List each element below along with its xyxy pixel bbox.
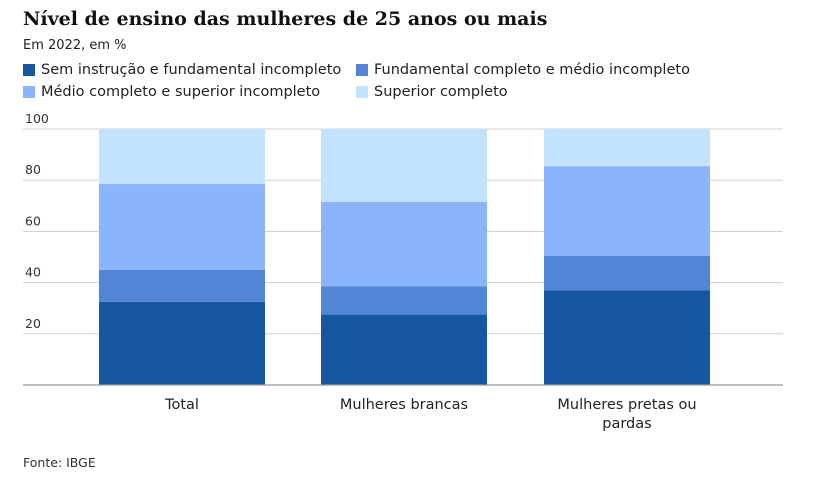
legend-item-medio-completo: Médio completo e superior incompleto — [23, 84, 356, 100]
source-note: Fonte: IBGE — [23, 455, 96, 470]
bar-segment-2-1 — [544, 255, 710, 291]
bar-segment-0-0 — [99, 301, 265, 385]
y-tick-label-100: 100 — [25, 111, 49, 126]
x-tick-label-0: Total — [164, 397, 199, 413]
x-tick-label-2-line-0: Mulheres pretas ou — [557, 397, 696, 413]
bar-segment-0-3 — [99, 129, 265, 185]
x-tick-label-2-line-1: pardas — [602, 416, 651, 432]
legend: Sem instrução e fundamental incompleto F… — [23, 59, 823, 103]
bar-segment-2-3 — [544, 129, 710, 167]
chart-title: Nível de ensino das mulheres de 25 anos … — [23, 8, 548, 30]
legend-item-superior-completo: Superior completo — [356, 84, 508, 100]
legend-swatch-sem-instrucao — [23, 64, 35, 76]
bar-segment-2-2 — [544, 166, 710, 256]
chart-subtitle: Em 2022, em % — [23, 38, 127, 53]
bar-segment-1-3 — [321, 129, 487, 202]
bar-segment-0-2 — [99, 184, 265, 270]
y-tick-label-80: 80 — [25, 162, 41, 177]
bar-segment-2-0 — [544, 290, 710, 385]
legend-swatch-medio-completo — [23, 86, 35, 98]
bar-segment-1-0 — [321, 314, 487, 385]
legend-swatch-fundamental-completo — [356, 64, 368, 76]
y-tick-label-20: 20 — [25, 316, 41, 331]
legend-label-sem-instrucao: Sem instrução e fundamental incompleto — [41, 62, 342, 78]
legend-item-fundamental-completo: Fundamental completo e médio incompleto — [356, 62, 690, 78]
y-tick-label-60: 60 — [25, 213, 41, 228]
legend-row-1: Sem instrução e fundamental incompleto F… — [23, 59, 823, 81]
legend-row-2: Médio completo e superior incompleto Sup… — [23, 81, 823, 103]
y-tick-label-40: 40 — [25, 265, 41, 280]
legend-item-sem-instrucao: Sem instrução e fundamental incompleto — [23, 62, 356, 78]
bar-segment-0-1 — [99, 269, 265, 302]
legend-label-medio-completo: Médio completo e superior incompleto — [41, 84, 321, 100]
x-tick-label-1: Mulheres brancas — [340, 397, 468, 413]
legend-label-superior-completo: Superior completo — [374, 84, 508, 100]
bar-segment-1-2 — [321, 201, 487, 287]
legend-label-fundamental-completo: Fundamental completo e médio incompleto — [374, 62, 690, 78]
bar-segment-1-1 — [321, 286, 487, 315]
legend-swatch-superior-completo — [356, 86, 368, 98]
